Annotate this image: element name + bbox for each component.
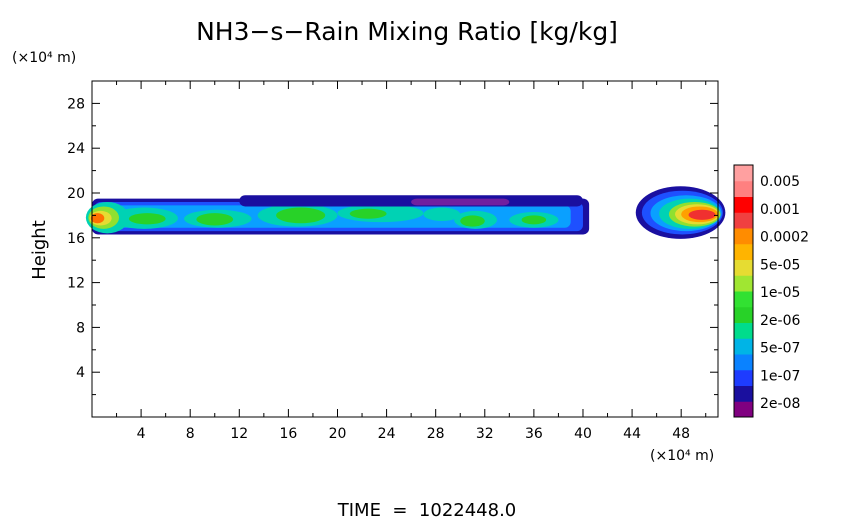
upper-wisp xyxy=(239,195,583,207)
x-tick-label: 8 xyxy=(186,426,195,442)
y-axis: 4 8 12 16 20 24 28 xyxy=(67,96,718,396)
colorbar-swatch xyxy=(734,165,753,182)
y-tick-label: 4 xyxy=(76,365,85,381)
plot-frame xyxy=(91,80,719,418)
x-tick-label: 24 xyxy=(378,426,396,442)
y-tick-label: 24 xyxy=(67,141,85,157)
y-axis-label: Height xyxy=(29,220,50,280)
y-tick-label: 28 xyxy=(67,96,85,112)
colorbar-label: 0.0002 xyxy=(760,230,809,246)
field-cell xyxy=(128,213,166,225)
x-tick-label: 44 xyxy=(623,426,641,442)
colorbar-swatch xyxy=(734,196,753,213)
colorbar-swatch xyxy=(734,306,753,323)
y-tick-label: 16 xyxy=(67,231,85,247)
colorbar-swatch xyxy=(734,228,753,245)
colorbar-label: 2e-06 xyxy=(760,313,800,329)
colorbar-frame xyxy=(733,164,754,418)
colorbar-label: 0.005 xyxy=(760,174,800,190)
x-axis-unit: (×10⁴ m) xyxy=(650,448,714,464)
colorbar-swatch xyxy=(734,385,753,402)
colorbar: 0.005 0.001 0.0002 5e-05 1e-05 2e-06 5e-07 1e-0… xyxy=(733,164,809,418)
colorbar-swatch xyxy=(734,322,753,339)
y-tick-label: 12 xyxy=(67,276,85,292)
colorbar-swatch xyxy=(734,259,753,276)
x-tick-label: 40 xyxy=(574,426,592,442)
colorbar-swatch xyxy=(734,291,753,308)
colorbar-label: 2e-08 xyxy=(760,396,800,412)
y-tick-label: 8 xyxy=(76,320,85,336)
upper-wisp-purple xyxy=(411,198,510,206)
field-cell xyxy=(276,207,326,224)
x-tick-label: 36 xyxy=(525,426,543,442)
right-cell-core xyxy=(688,209,716,220)
left-core-orange xyxy=(90,213,105,224)
colorbar-label: 0.001 xyxy=(760,202,800,218)
colorbar-label: 1e-05 xyxy=(760,285,800,301)
field-cell xyxy=(521,215,547,225)
field-cell xyxy=(423,207,461,221)
x-tick-label: 20 xyxy=(329,426,347,442)
field-cell xyxy=(460,215,485,227)
colorbar-swatch xyxy=(734,338,753,355)
x-tick-label: 48 xyxy=(672,426,690,442)
colorbar-swatch xyxy=(734,401,753,418)
colorbar-swatch xyxy=(734,243,753,260)
colorbar-swatch xyxy=(734,354,753,371)
x-tick-label: 32 xyxy=(476,426,494,442)
field-cell xyxy=(349,208,387,219)
colorbar-label: 5e-05 xyxy=(760,257,800,273)
x-tick-label: 28 xyxy=(427,426,445,442)
x-axis: 4 8 12 16 20 24 28 32 36 40 44 48 xyxy=(116,81,707,442)
colorbar-swatch xyxy=(734,275,753,292)
colorbar-label: 5e-07 xyxy=(760,341,800,357)
mixing-ratio-field xyxy=(85,186,726,239)
colorbar-swatch xyxy=(734,369,753,386)
x-tick-label: 12 xyxy=(230,426,248,442)
colorbar-swatch xyxy=(734,180,753,197)
y-axis-unit: (×10⁴ m) xyxy=(12,50,76,66)
x-tick-label: 16 xyxy=(279,426,297,442)
chart-title: NH3−s−Rain Mixing Ratio [kg/kg] xyxy=(196,17,618,46)
field-cell xyxy=(196,213,234,226)
x-tick-label: 4 xyxy=(137,426,146,442)
time-label: TIME = 1022448.0 xyxy=(337,500,517,519)
colorbar-swatch xyxy=(734,212,753,229)
colorbar-label: 1e-07 xyxy=(760,368,800,384)
y-tick-label: 20 xyxy=(67,186,85,202)
